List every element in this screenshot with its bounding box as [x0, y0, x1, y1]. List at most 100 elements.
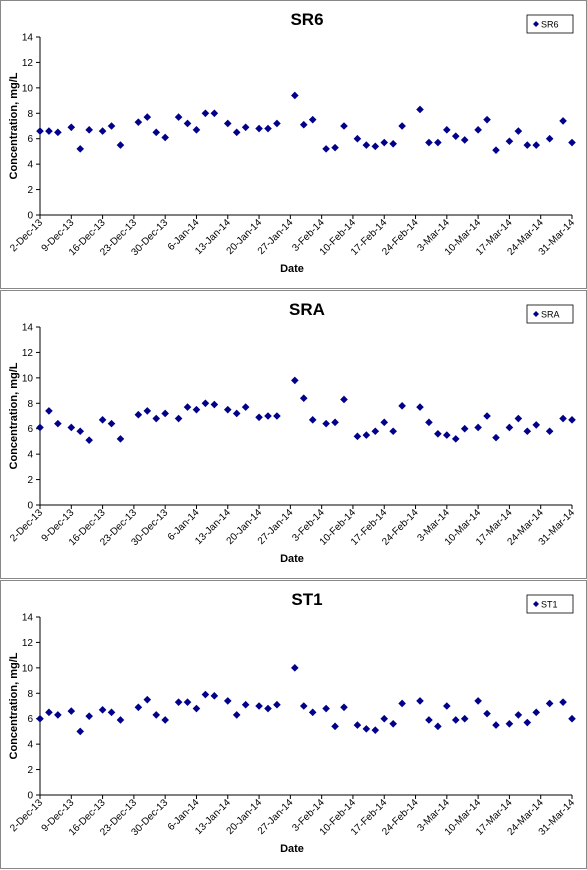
data-point: [201, 399, 210, 408]
data-point: [425, 138, 433, 147]
y-tick-label: 10: [22, 83, 34, 94]
data-point: [161, 133, 169, 142]
data-point: [67, 423, 76, 432]
data-point: [380, 714, 389, 723]
data-point: [416, 697, 424, 705]
y-tick-label: 8: [27, 689, 33, 700]
data-point: [299, 394, 308, 402]
y-tick-label: 12: [22, 58, 34, 69]
data-point: [416, 403, 424, 411]
data-point: [340, 703, 348, 712]
data-point: [331, 418, 339, 427]
data-point: [152, 414, 161, 423]
data-point: [559, 414, 567, 423]
data-point: [532, 141, 541, 149]
data-point: [116, 141, 125, 149]
data-point: [174, 698, 183, 706]
data-point: [340, 395, 348, 404]
data-point: [474, 423, 482, 432]
legend-label: ST1: [541, 600, 558, 610]
y-axis-label: Concentration, mg/L: [8, 652, 20, 759]
data-point: [45, 708, 53, 717]
data-point: [389, 427, 397, 436]
data-point: [201, 690, 210, 699]
legend-marker: [533, 311, 539, 317]
data-point: [451, 132, 460, 140]
data-point: [474, 126, 482, 134]
data-point: [36, 127, 44, 135]
data-point: [143, 695, 152, 704]
data-point: [116, 716, 125, 724]
y-tick-label: 0: [27, 501, 33, 512]
data-point: [568, 714, 576, 723]
y-tick-label: 14: [22, 323, 34, 334]
data-point: [460, 714, 469, 723]
data-point: [353, 432, 362, 441]
data-point: [505, 423, 514, 432]
data-point: [371, 142, 380, 151]
data-point: [460, 424, 469, 433]
data-point: [76, 427, 85, 436]
panel-border: [0, 0, 587, 289]
data-point: [107, 419, 116, 428]
data-point: [201, 109, 210, 118]
data-point: [308, 416, 317, 424]
y-tick-label: 0: [27, 791, 33, 802]
data-point: [532, 421, 541, 429]
data-point: [174, 113, 183, 121]
data-point: [559, 698, 567, 706]
data-point: [460, 136, 469, 144]
data-point: [192, 704, 201, 713]
data-point: [380, 138, 389, 147]
data-point: [161, 409, 169, 418]
legend-box: [526, 14, 574, 34]
data-point: [451, 435, 460, 443]
data-point: [174, 414, 183, 423]
data-point: [291, 376, 299, 385]
y-tick-label: 12: [22, 638, 34, 649]
data-point: [308, 115, 317, 124]
data-point: [371, 427, 380, 436]
data-point: [98, 127, 107, 135]
data-point: [492, 146, 500, 154]
data-point: [210, 400, 219, 409]
data-point: [523, 427, 532, 436]
data-point: [353, 134, 362, 143]
data-point: [210, 109, 219, 118]
data-point: [505, 137, 514, 146]
data-point: [152, 711, 161, 719]
legend-box: [526, 594, 574, 614]
data-point: [223, 119, 232, 128]
x-axis-label: Date: [280, 553, 304, 565]
data-point: [443, 126, 451, 134]
data-point: [425, 716, 433, 724]
y-tick-label: 2: [27, 765, 33, 776]
data-point: [36, 423, 44, 432]
data-point: [45, 407, 53, 415]
data-point: [362, 141, 371, 149]
data-point: [76, 727, 85, 736]
y-tick-label: 6: [27, 134, 33, 145]
data-point: [210, 692, 219, 700]
data-point: [483, 412, 491, 420]
x-axis-label: Date: [280, 263, 304, 275]
data-point: [416, 105, 424, 114]
y-tick-label: 0: [27, 211, 33, 222]
data-point: [443, 702, 451, 710]
legend-box: [526, 304, 574, 324]
data-point: [143, 113, 152, 121]
data-point: [425, 418, 433, 427]
data-point: [362, 431, 371, 439]
data-point: [54, 128, 62, 137]
data-point: [434, 138, 442, 147]
y-axis-label: Concentration, mg/L: [8, 362, 20, 469]
data-point: [398, 122, 406, 130]
data-point: [161, 716, 169, 724]
chart-title: ST1: [291, 590, 322, 609]
data-point: [264, 124, 272, 133]
data-point: [255, 702, 263, 710]
data-point: [192, 126, 201, 134]
data-point: [223, 405, 232, 414]
y-tick-label: 6: [27, 714, 33, 725]
